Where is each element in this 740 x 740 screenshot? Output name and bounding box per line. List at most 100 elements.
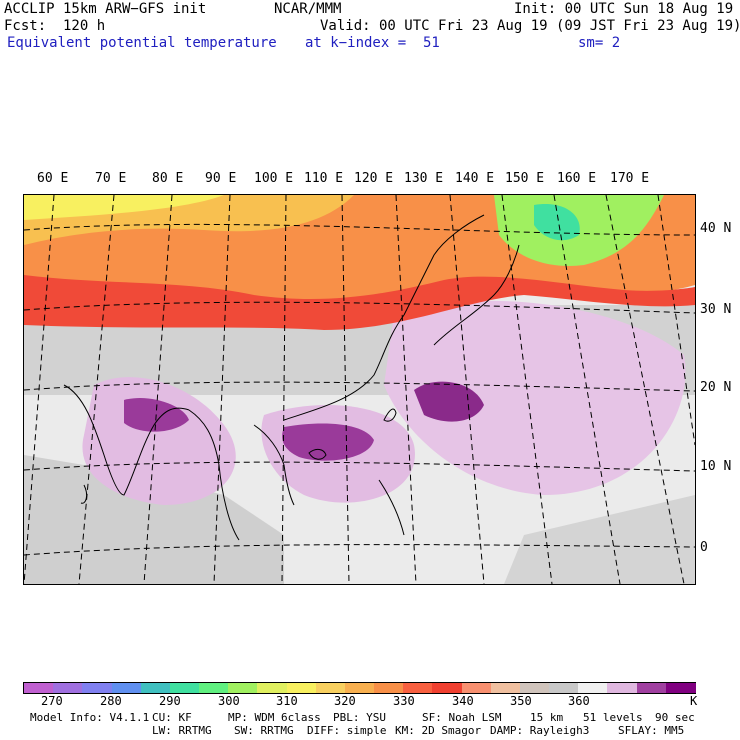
cbar-label-350: 350 [510, 694, 532, 708]
color-scale-swatch [169, 683, 200, 693]
meridian-130e [449, 195, 485, 584]
color-scale-swatch [461, 683, 492, 693]
lon-label-140e: 140 E [455, 171, 495, 186]
coast-indochina [253, 424, 295, 506]
color-scale-swatch [403, 683, 434, 693]
color-scale-swatch [636, 683, 667, 693]
yellow-north [24, 195, 224, 220]
lon-label-120e: 120 E [354, 171, 394, 186]
color-scale-bar [23, 682, 696, 694]
dark-purple-typhoon [414, 381, 484, 422]
lon-label-170e: 170 E [610, 171, 650, 186]
color-scale-swatch [578, 683, 609, 693]
color-scale-swatch [111, 683, 142, 693]
coast-india [63, 384, 190, 496]
coast-korea-russia [403, 214, 485, 316]
color-scale-swatch [82, 683, 113, 693]
footer-mp: MP: WDM 6class [228, 711, 321, 724]
lon-label-70e: 70 E [95, 171, 127, 186]
forecast-hour: Fcst: 120 h [4, 18, 106, 34]
map-canvas [24, 195, 695, 584]
color-scale-swatch [286, 683, 317, 693]
color-scale-swatch [490, 683, 521, 693]
field-name: Equivalent potential temperature [7, 35, 277, 51]
color-scale-swatch [140, 683, 171, 693]
meridian-80e [143, 195, 173, 584]
lon-label-130e: 130 E [404, 171, 444, 186]
meridian-70e [78, 195, 115, 584]
cbar-label-360: 360 [568, 694, 590, 708]
color-scale-swatch [315, 683, 346, 693]
footer-cu: CU: KF [152, 711, 192, 724]
smoothing-label: sm= 2 [578, 35, 621, 51]
cbar-unit-label: K [690, 694, 698, 708]
map-panel [23, 194, 696, 585]
meridian-60e [24, 195, 55, 584]
grey-south-east [504, 495, 695, 584]
lon-label-100e: 100 E [254, 171, 294, 186]
lon-label-90e: 90 E [205, 171, 237, 186]
cbar-label-320: 320 [334, 694, 356, 708]
footer-diff: DIFF: simple [307, 724, 387, 737]
coast-philippines [378, 479, 405, 536]
vertical-level: at k−index = 51 [305, 35, 440, 51]
lat-label-20n: 20 N [700, 380, 732, 395]
color-scale-swatch [519, 683, 550, 693]
cbar-label-280: 280 [100, 694, 122, 708]
lon-label-60e: 60 E [37, 171, 69, 186]
footer-lw: LW: RRTMG [152, 724, 212, 737]
color-scale-swatch [257, 683, 288, 693]
footer-resolution: 15 km [530, 711, 564, 724]
color-scale-swatch [607, 683, 638, 693]
color-scale-swatch [24, 683, 54, 693]
meridian-90e [213, 195, 231, 584]
lon-label-80e: 80 E [152, 171, 184, 186]
coast-myanmar-malaysia [188, 409, 240, 541]
color-scale-swatch [53, 683, 84, 693]
lat-label-10n: 10 N [700, 459, 732, 474]
color-scale-swatch [549, 683, 580, 693]
footer-pbl: PBL: YSU [333, 711, 386, 724]
meridian-140e [501, 195, 553, 584]
meridian-150e [553, 195, 621, 584]
lon-label-160e: 160 E [557, 171, 597, 186]
lon-label-110e: 110 E [304, 171, 344, 186]
color-scale-swatch [199, 683, 230, 693]
coast-sri-lanka [80, 484, 88, 504]
footer-model-info: Model Info: V4.1.1 [30, 711, 150, 724]
cbar-label-330: 330 [393, 694, 415, 708]
model-title: ACCLIP 15km ARW−GFS init [4, 1, 207, 17]
cbar-label-310: 310 [276, 694, 298, 708]
purple-west-pacific [384, 300, 686, 495]
meridian-100e [281, 195, 287, 584]
teal-north [534, 204, 580, 241]
org-label: NCAR/MMM [274, 1, 342, 17]
color-scale-swatch [374, 683, 405, 693]
lon-label-150e: 150 E [505, 171, 545, 186]
footer-sflay: SFLAY: MM5 [618, 724, 685, 737]
cbar-label-300: 300 [218, 694, 240, 708]
meridian-120e [395, 195, 417, 584]
footer-sw: SW: RRTMG [234, 724, 294, 737]
color-scale-swatch [228, 683, 259, 693]
init-time: Init: 00 UTC Sun 18 Aug 19 [514, 1, 734, 17]
meridian-160e [605, 195, 685, 584]
coast-hainan [308, 448, 327, 460]
color-scale-swatch [665, 683, 696, 693]
footer-levels: 51 levels [583, 711, 643, 724]
cbar-label-270: 270 [41, 694, 63, 708]
color-scale-swatch [432, 683, 463, 693]
footer-timestep: 90 sec [655, 711, 695, 724]
meridian-170e [657, 195, 695, 446]
footer-sf: SF: Noah LSM [422, 711, 502, 724]
lat-label-0: 0 [700, 540, 708, 555]
dark-purple-scs [282, 423, 374, 461]
cbar-label-340: 340 [452, 694, 474, 708]
grey-south-west [24, 455, 284, 584]
color-scale-swatch [344, 683, 375, 693]
footer-damp: DAMP: Rayleigh3 [490, 724, 590, 737]
graticule [24, 195, 695, 584]
purple-bay-of-bengal [82, 377, 236, 505]
coast-taiwan [383, 408, 397, 422]
coastlines [63, 214, 520, 541]
